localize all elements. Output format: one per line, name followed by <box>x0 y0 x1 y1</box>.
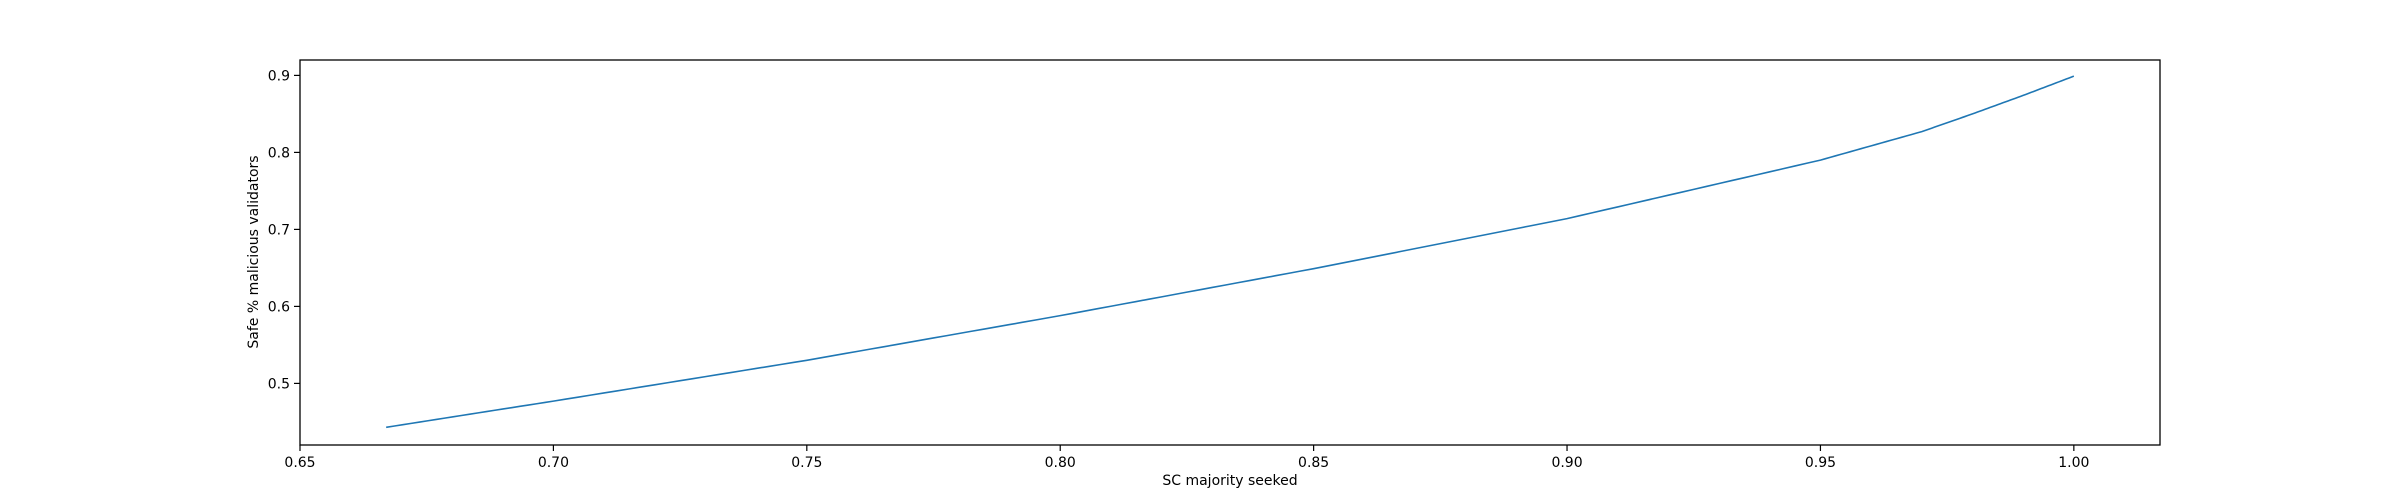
y-tick-label: 0.5 <box>268 376 290 392</box>
x-tick-label: 0.90 <box>1551 455 1582 471</box>
series-line <box>386 75 2075 429</box>
y-tick-label: 0.8 <box>268 145 290 161</box>
plot-area <box>299 59 2161 446</box>
x-tick-label: 0.70 <box>538 455 569 471</box>
x-tick-label: 0.85 <box>1298 455 1329 471</box>
y-tick-label: 0.6 <box>268 299 290 315</box>
x-tick-label: 0.75 <box>791 455 822 471</box>
x-tick-label: 0.95 <box>1805 455 1836 471</box>
x-axis-ticks: 0.65 0.70 0.75 0.80 0.85 0.90 0.95 1.00 <box>284 445 2089 471</box>
x-tick-label: 1.00 <box>2058 455 2089 471</box>
y-tick-label: 0.9 <box>268 68 290 84</box>
y-axis-ticks: 0.5 0.6 0.7 0.8 0.9 <box>268 68 300 392</box>
x-axis-label: SC majority seeked <box>1162 473 1297 489</box>
x-tick-label: 0.80 <box>1045 455 1076 471</box>
x-tick-label: 0.65 <box>284 455 315 471</box>
y-axis-label: Safe % malicious validators <box>246 155 262 348</box>
y-tick-label: 0.7 <box>268 222 290 238</box>
